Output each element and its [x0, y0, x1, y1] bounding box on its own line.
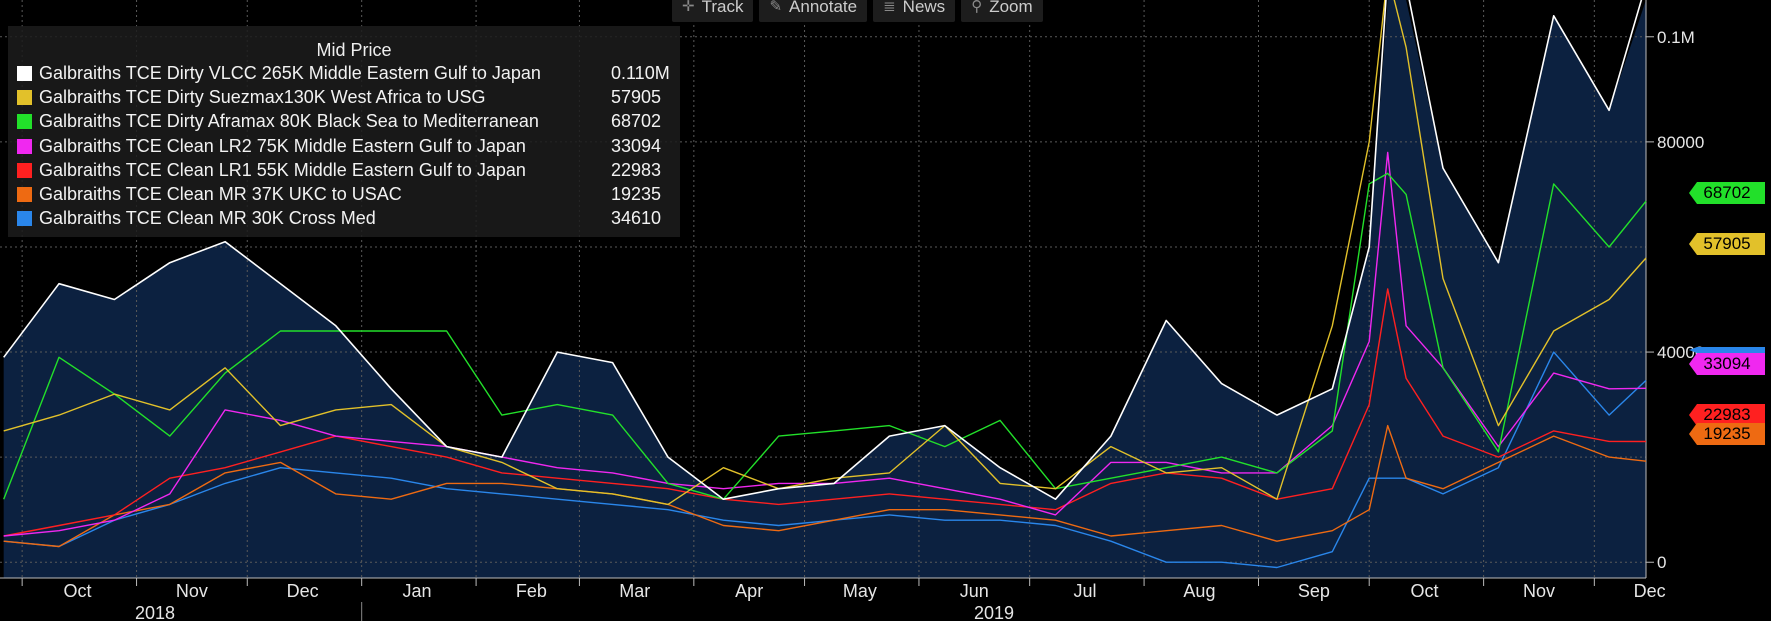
series-line-3: [3, 151, 1647, 537]
legend-entry: Galbraiths TCE Clean LR2 75K Middle East…: [8, 134, 680, 158]
legend-title: Mid Price: [316, 40, 392, 60]
value-tag-series-5: 19235: [1689, 423, 1765, 445]
news-icon: ≣: [883, 0, 896, 15]
legend-series-name: Galbraiths TCE Dirty Aframax 80K Black S…: [39, 111, 539, 132]
legend-series-value: 34610: [611, 208, 662, 229]
legend-swatch: [17, 89, 32, 105]
vlcc-area-fill: [3, 0, 1647, 578]
x-tick-label: Jan: [403, 581, 432, 601]
crosshair-icon: ✛: [682, 0, 695, 15]
x-tick-label: Jul: [1074, 581, 1097, 601]
news-button[interactable]: ≣ News: [873, 0, 956, 22]
zoom-label: Zoom: [989, 0, 1033, 16]
x-tick-label: Jun: [960, 581, 989, 601]
annotate-label: Annotate: [789, 0, 858, 16]
legend-series-value: 68702: [611, 111, 662, 132]
news-label: News: [902, 0, 946, 16]
x-tick-label: Nov: [176, 581, 208, 601]
legend-series-name: Galbraiths TCE Clean LR1 55K Middle East…: [39, 159, 526, 180]
x-tick-label: Mar: [619, 581, 650, 601]
legend-series-name: Galbraiths TCE Clean LR2 75K Middle East…: [39, 135, 526, 156]
y-tick-label: 80000: [1657, 133, 1704, 152]
legend-entry: Galbraiths TCE Clean MR 30K Cross Med 346…: [8, 207, 680, 231]
series-line-4: [3, 288, 1647, 537]
legend-series-name: Galbraiths TCE Dirty VLCC 265K Middle Ea…: [39, 62, 541, 83]
legend-entry: Galbraiths TCE Dirty Suezmax130K West Af…: [8, 85, 680, 109]
legend-entry: Galbraiths TCE Clean LR1 55K Middle East…: [8, 158, 680, 182]
x-year-label-2019: 2019: [974, 603, 1014, 621]
legend-series-value: 0.110M: [611, 62, 670, 83]
series-line-2: [3, 172, 1647, 500]
legend-series-name: Galbraiths TCE Clean MR 30K Cross Med: [39, 208, 376, 229]
x-tick-label: Dec: [1634, 581, 1666, 601]
x-tick-label: Oct: [1411, 581, 1439, 601]
x-tick-label: Aug: [1183, 581, 1215, 601]
series-line-6: [3, 351, 1647, 569]
legend-series-value: 33094: [611, 135, 662, 156]
value-tag-series-2: 68702: [1689, 182, 1765, 204]
legend-series-value: 19235: [611, 184, 662, 205]
legend-entry: Galbraiths TCE Dirty VLCC 265K Middle Ea…: [8, 61, 680, 85]
value-tag-series-4: 22983: [1689, 404, 1765, 426]
legend-series-name: Galbraiths TCE Clean MR 37K UKC to USAC: [39, 184, 402, 205]
value-tag-series-6: [1689, 347, 1765, 353]
series-line-5: [3, 424, 1647, 548]
x-tick-label: Feb: [516, 581, 547, 601]
legend-series-value: 22983: [611, 159, 662, 180]
legend-swatch: [17, 114, 32, 130]
y-tick-label: 40000: [1657, 343, 1704, 362]
legend-swatch: [17, 65, 32, 81]
legend-series-value: 57905: [611, 86, 662, 107]
chart-legend: Mid Price Galbraiths TCE Dirty VLCC 265K…: [8, 26, 680, 237]
pencil-icon: ✎: [769, 0, 783, 15]
value-tag-series-3: 33094: [1689, 353, 1765, 375]
x-tick-label: May: [843, 581, 877, 601]
chart-toolbar: ✛ Track ✎ Annotate ≣ News ⚲ Zoom: [672, 0, 1043, 22]
legend-series-name: Galbraiths TCE Dirty Suezmax130K West Af…: [39, 86, 486, 107]
annotate-button[interactable]: ✎ Annotate: [759, 0, 868, 22]
series-line-1: [3, 0, 1647, 506]
legend-swatch: [17, 187, 32, 203]
x-tick-label: Dec: [287, 581, 319, 601]
magnifier-icon: ⚲: [971, 0, 983, 15]
legend-entry: Galbraiths TCE Dirty Aframax 80K Black S…: [8, 110, 680, 134]
x-tick-label: Oct: [63, 581, 91, 601]
legend-swatch: [17, 211, 32, 227]
x-tick-label: Apr: [735, 581, 763, 601]
x-year-label-2018: 2018: [135, 603, 175, 621]
x-tick-label: Sep: [1298, 581, 1330, 601]
track-button[interactable]: ✛ Track: [672, 0, 754, 22]
track-label: Track: [701, 0, 744, 16]
legend-entry: Galbraiths TCE Clean MR 37K UKC to USAC 1…: [8, 182, 680, 206]
zoom-button[interactable]: ⚲ Zoom: [961, 0, 1043, 22]
legend-swatch: [17, 138, 32, 154]
y-tick-label: 0: [1657, 553, 1666, 572]
y-tick-label: 0.1M: [1657, 28, 1695, 47]
x-tick-label: Nov: [1523, 581, 1555, 601]
legend-swatch: [17, 162, 32, 178]
series-line-0: [3, 0, 1643, 500]
value-tag-series-1: 57905: [1689, 233, 1765, 255]
